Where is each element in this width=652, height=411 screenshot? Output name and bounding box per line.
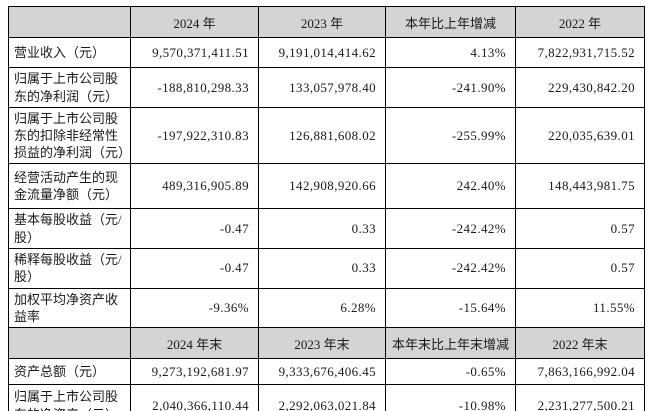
value-change: -241.90% [385,67,516,108]
header-2022: 2022 年 [515,6,645,38]
value-change: -0.65% [385,358,516,386]
row-label: 加权平均净资产收益率 [8,287,131,329]
table-row-net-profit: 归属于上市公司股东的净利润（元） -188,810,298.33 133,057… [8,67,645,108]
value-2024: 489,316,905.89 [130,163,259,210]
table-row-weighted-avg-roe: 加权平均净资产收益率 -9.36% 6.28% -15.64% 11.55% [8,287,645,329]
value-2022: 0.57 [515,247,645,289]
value-2022: 229,430,842.20 [515,67,645,108]
row-label: 归属于上市公司股东的净利润（元） [8,67,131,108]
table-row-net-assets: 归属于上市公司股东的净资产（元） 2,040,366,110.44 2,292,… [8,384,645,411]
value-change: -242.42% [385,208,516,249]
value-2023: 9,333,676,406.45 [258,358,386,386]
value-change: -10.98% [385,384,516,411]
value-2024: -9.36% [130,287,259,329]
corner-cell-annual [8,6,131,38]
value-2022: 11.55% [515,287,645,329]
value-2023: 9,191,014,414.62 [258,37,386,68]
value-2022: 148,443,981.75 [515,163,645,210]
value-change: 242.40% [385,163,516,210]
header-2023: 2023 年 [258,6,386,38]
row-label: 经营活动产生的现金流量净额（元） [8,163,131,210]
end-of-period-header-row: 2024 年末 2023 年末 本年末比上年末增减 2022 年末 [8,327,645,360]
value-change: -255.99% [385,106,516,165]
value-2022: 7,863,166,992.04 [515,358,645,386]
value-change: 4.13% [385,37,516,68]
table-row-basic-eps: 基本每股收益（元/股） -0.47 0.33 -242.42% 0.57 [8,208,645,249]
header-yoy-change: 本年比上年增减 [385,6,516,38]
value-2022: 2,231,277,500.21 [515,384,645,411]
row-label: 资产总额（元） [8,358,131,386]
value-2023: 2,292,063,021.84 [258,384,386,411]
row-label: 归属于上市公司股东的净资产（元） [8,384,131,411]
table-row-revenue: 营业收入（元） 9,570,371,411.51 9,191,014,414.6… [8,37,645,68]
value-2023: 126,881,608.02 [258,106,386,165]
header-2023-end: 2023 年末 [258,327,386,360]
value-2022: 220,035,639.01 [515,106,645,165]
row-label: 营业收入（元） [8,37,131,68]
row-label: 归属于上市公司股东的扣除非经常性损益的净利润（元） [8,106,131,165]
value-2024: 9,273,192,681.97 [130,358,259,386]
value-2023: 133,057,978.40 [258,67,386,108]
row-label: 基本每股收益（元/股） [8,208,131,249]
table-row-net-profit-excl-nonrecurring: 归属于上市公司股东的扣除非经常性损益的净利润（元） -197,922,310.8… [8,106,645,165]
value-2023: 6.28% [258,287,386,329]
value-2023: 0.33 [258,247,386,289]
value-change: -15.64% [385,287,516,329]
value-2024: 2,040,366,110.44 [130,384,259,411]
value-2024: -0.47 [130,208,259,249]
value-2024: -197,922,310.83 [130,106,259,165]
header-yoy-end-change: 本年末比上年末增减 [385,327,516,360]
value-2024: -0.47 [130,247,259,289]
header-2022-end: 2022 年末 [515,327,645,360]
row-label: 稀释每股收益（元/股） [8,247,131,289]
financial-summary-table: 2024 年 2023 年 本年比上年增减 2022 年 营业收入（元） 9,5… [8,6,645,411]
annual-header-row: 2024 年 2023 年 本年比上年增减 2022 年 [8,6,645,38]
value-2023: 0.33 [258,208,386,249]
table-row-total-assets: 资产总额（元） 9,273,192,681.97 9,333,676,406.4… [8,358,645,386]
corner-cell-end-of-period [8,327,131,360]
value-2022: 0.57 [515,208,645,249]
table-row-operating-cash-flow: 经营活动产生的现金流量净额（元） 489,316,905.89 142,908,… [8,163,645,210]
value-2024: -188,810,298.33 [130,67,259,108]
header-2024-end: 2024 年末 [130,327,259,360]
value-change: -242.42% [385,247,516,289]
value-2024: 9,570,371,411.51 [130,37,259,68]
table-row-diluted-eps: 稀释每股收益（元/股） -0.47 0.33 -242.42% 0.57 [8,247,645,289]
value-2023: 142,908,920.66 [258,163,386,210]
header-2024: 2024 年 [130,6,259,38]
value-2022: 7,822,931,715.52 [515,37,645,68]
